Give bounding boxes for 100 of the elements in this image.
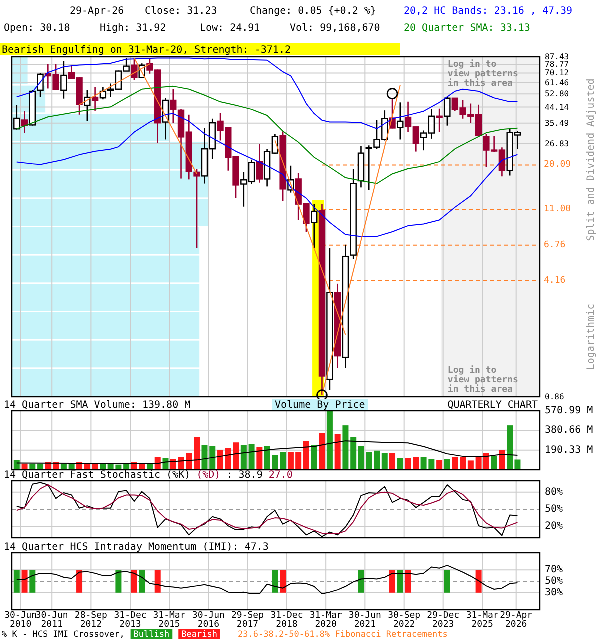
bar xyxy=(390,453,396,470)
text: 20,2 HC Bands: 23.16 , 47.39 xyxy=(404,6,573,17)
candlestick xyxy=(170,88,177,124)
bar xyxy=(256,447,263,470)
candlestick xyxy=(21,110,28,134)
bar xyxy=(444,459,450,470)
y-tick-label: 0.86 xyxy=(545,392,564,402)
bar xyxy=(342,426,349,470)
y-tick-label: 190.33 M xyxy=(545,444,594,456)
x-tick-label: 29-Apr 2026 xyxy=(500,611,534,630)
ref-line-label: 4.16 xyxy=(544,276,566,286)
y-tick-label: 78.77 xyxy=(545,60,570,70)
x-tick-label: 31-Mar 2020 xyxy=(310,611,343,630)
text: 20 Quarter SMA: 33.13 xyxy=(404,23,530,34)
text: Bearish Engulfing on 31-Mar-20, Strength: -371.2 xyxy=(2,45,291,56)
candlestick xyxy=(256,143,264,184)
ref-line-label: 20.09 xyxy=(544,160,572,170)
x-tick-label: 31-Mar 2015 xyxy=(153,611,186,630)
bar xyxy=(303,441,310,470)
x-tick-label: 30-Sep 2022 xyxy=(388,611,421,630)
annotation: 27.0 xyxy=(268,470,293,481)
bar xyxy=(326,411,333,470)
x-tick-label: 28-Sep 2012 xyxy=(74,611,108,630)
bar xyxy=(14,460,20,470)
bar xyxy=(280,452,286,470)
candlestick xyxy=(60,60,68,100)
text: (%K) xyxy=(166,470,191,481)
bar xyxy=(319,433,326,470)
y-tick-label: 26.83 xyxy=(545,139,570,148)
text: Close: 31.23 xyxy=(145,6,218,17)
candlestick xyxy=(14,104,20,130)
text: 14 Quarter SMA Volume: 139.80 M xyxy=(4,400,191,411)
x-tick-label: 30-Jun 2011 xyxy=(36,611,68,630)
bar xyxy=(397,458,404,470)
candlestick xyxy=(37,72,44,98)
legend-title: % K - HCS IMI Crossover, xyxy=(2,630,125,640)
x-tick-label: 29-Dec 2023 xyxy=(427,611,460,630)
bar xyxy=(218,450,224,470)
bar xyxy=(460,457,466,470)
chart-title: 14 Quarter Fast Stochastic xyxy=(4,470,161,481)
band-label: Log in to view patterns in this area xyxy=(448,59,518,89)
text: Vol: 99,168,670 xyxy=(290,23,380,34)
annotation: Log in to view patterns in this area xyxy=(448,365,518,395)
text: 14 Quarter HCS Intraday Momentum (IMI): 47.3 xyxy=(4,542,269,553)
y-tick-label: 87.43 xyxy=(545,52,570,62)
text: Bullish xyxy=(134,630,170,640)
x-tick-label: 31-Mar 2025 xyxy=(466,611,500,630)
text: 23.6-38.2-50-61.8% Fibonacci Retracements xyxy=(238,630,448,640)
bar xyxy=(468,460,474,470)
bar xyxy=(382,453,388,470)
y-tick-label: 70.12 xyxy=(545,68,570,78)
x-tick-label: 31-Dec 2018 xyxy=(270,611,304,630)
candlestick xyxy=(92,86,99,112)
annotation: : 38.9 xyxy=(226,470,263,481)
candlestick xyxy=(444,96,451,126)
bar xyxy=(491,456,498,470)
ref-line-label: 11.00 xyxy=(544,204,572,214)
candlestick xyxy=(436,108,443,133)
y-tick-label: 35.49 xyxy=(545,118,570,128)
y-tick-label: 570.99 M xyxy=(545,406,594,416)
bar xyxy=(248,444,255,470)
bar xyxy=(240,445,247,470)
line-series xyxy=(16,440,518,464)
y-tick-label: 80% xyxy=(545,486,564,498)
bar xyxy=(334,434,341,470)
x-tick-label: 30-Jun 2010 xyxy=(4,611,38,630)
y-tick-label: 52.80 xyxy=(545,90,570,99)
candlestick xyxy=(397,102,404,140)
annotation: Volume By Price xyxy=(275,400,366,411)
y-tick-label: 30% xyxy=(545,587,564,598)
bar xyxy=(210,446,216,470)
bar xyxy=(194,437,200,470)
text: Change: 0.05 {+0.2 %} xyxy=(250,6,376,17)
text: Open: 30.18 xyxy=(4,23,70,34)
candlestick xyxy=(84,90,91,122)
annotation: QUARTERLY CHART xyxy=(448,400,538,411)
text: (%D) xyxy=(196,470,221,481)
ref-line-label: 6.76 xyxy=(544,240,566,250)
y-axis-title: Split and Dividend Adjusted xyxy=(586,78,597,242)
y-tick-label: 20% xyxy=(545,521,564,532)
text: Low: 24.91 xyxy=(200,23,260,34)
y-tick-label: 50% xyxy=(545,504,564,515)
chart-title: 29-Apr-26 xyxy=(70,6,124,17)
bar xyxy=(374,450,380,470)
x-tick-label: 31-Dec 2013 xyxy=(114,611,147,630)
bar xyxy=(436,460,443,470)
bar xyxy=(202,445,208,470)
line-series xyxy=(16,565,518,595)
bar xyxy=(366,452,372,470)
y-tick-label: 61.46 xyxy=(545,78,570,88)
x-tick-label: 29-Sep 2017 xyxy=(232,611,264,630)
x-tick-label: 30-Jun 2021 xyxy=(348,611,382,630)
text: Logarithmic xyxy=(586,304,597,370)
candlestick xyxy=(131,58,138,82)
bar xyxy=(311,445,318,470)
y-tick-label: 44.14 xyxy=(545,102,570,112)
candlestick xyxy=(311,204,318,249)
y-tick-label: 380.66 M xyxy=(545,425,594,436)
y-tick-label: 50% xyxy=(545,576,564,587)
bar xyxy=(452,457,458,470)
